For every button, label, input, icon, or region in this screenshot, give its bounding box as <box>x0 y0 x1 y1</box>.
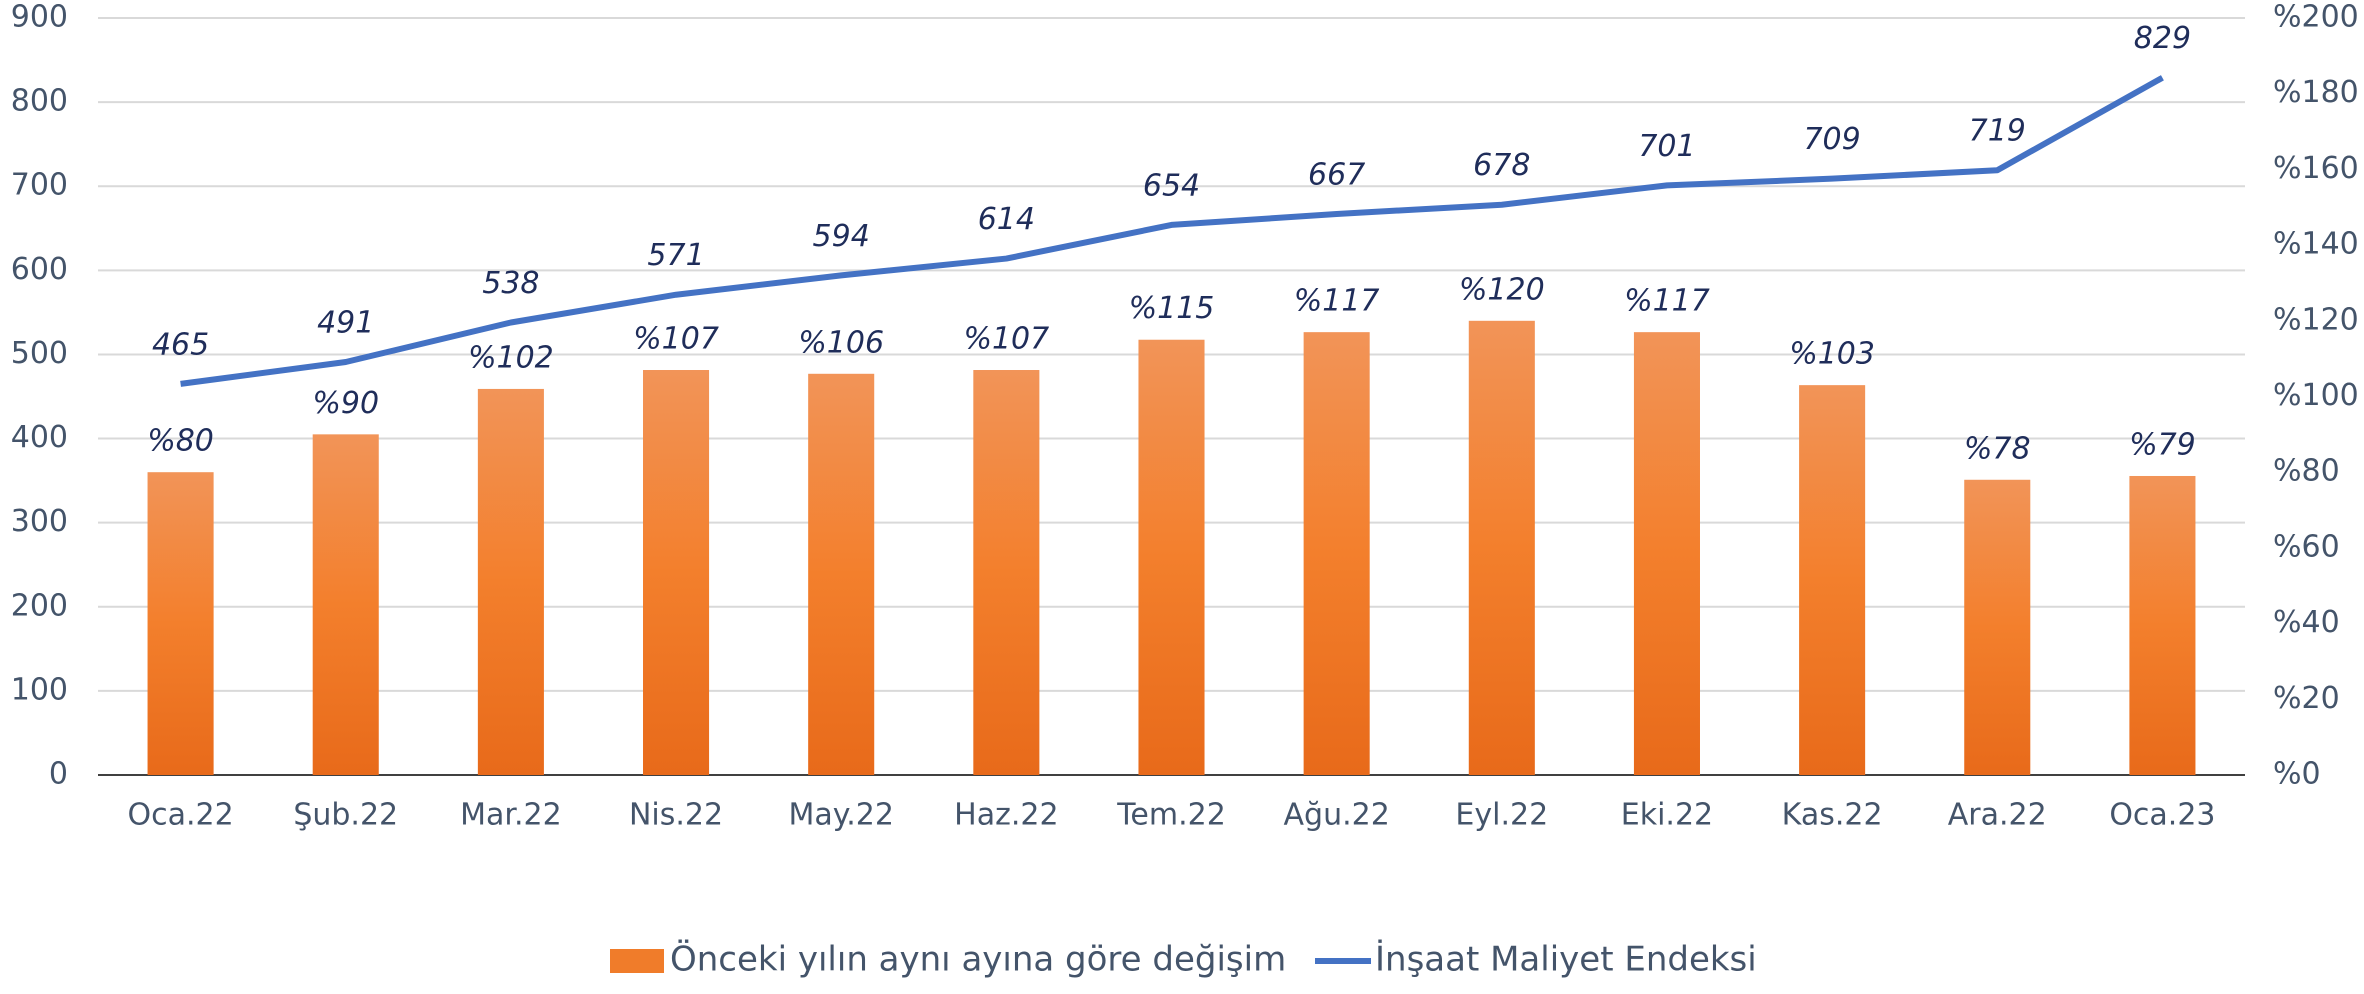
x-tick-label: Kas.22 <box>1782 798 1883 833</box>
y-tick-label: 700 <box>11 168 68 203</box>
bar <box>1633 332 1700 775</box>
bar <box>1138 339 1205 775</box>
y-tick-label: 400 <box>11 420 68 455</box>
data-label: 709 <box>1803 122 1860 157</box>
data-label: 678 <box>1473 148 1530 183</box>
data-label: 654 <box>1143 168 1200 203</box>
y-tick-label: 600 <box>11 252 68 287</box>
x-tick-label: Haz.22 <box>954 798 1058 833</box>
y-tick-label: 200 <box>11 588 68 623</box>
data-label: %90 <box>312 386 379 421</box>
y-tick-label: 300 <box>11 504 68 539</box>
data-label: %79 <box>2129 427 2196 462</box>
bar <box>477 388 544 775</box>
y-tick-label: 800 <box>11 84 68 119</box>
data-label: 719 <box>1969 114 2026 149</box>
x-tick-label: Oca.22 <box>127 798 233 833</box>
data-label: 701 <box>1638 129 1695 164</box>
y2-tick-label: %140 <box>2273 227 2359 262</box>
bar <box>1799 385 1866 775</box>
x-tick-label: Ağu.22 <box>1284 798 1390 833</box>
y2-tick-label: %100 <box>2273 378 2359 413</box>
y-tick-label: 900 <box>11 0 68 35</box>
data-label: 571 <box>647 238 704 273</box>
data-label: 594 <box>813 219 870 254</box>
data-label: %78 <box>1964 431 2031 466</box>
x-tick-label: Oca.23 <box>2109 798 2215 833</box>
x-tick-label: Tem.22 <box>1116 798 1226 833</box>
data-label: %106 <box>798 325 884 360</box>
data-label: %107 <box>963 322 1049 357</box>
data-label: 538 <box>482 266 539 301</box>
y2-tick-label: %200 <box>2273 0 2359 35</box>
y2-tick-label: %0 <box>2273 757 2321 792</box>
y2-tick-label: %40 <box>2273 605 2340 640</box>
legend-label: İnşaat Maliyet Endeksi <box>1375 940 1757 980</box>
data-label: %102 <box>468 340 554 375</box>
x-tick-label: Nis.22 <box>629 798 723 833</box>
legend-label: Önceki yılın aynı ayına göre değişim <box>670 939 1286 980</box>
y2-tick-label: %120 <box>2273 302 2359 337</box>
x-tick-label: Ara.22 <box>1948 798 2047 833</box>
x-tick-label: Şub.22 <box>293 798 398 833</box>
bar <box>1468 320 1535 775</box>
data-label: %103 <box>1789 337 1875 372</box>
bar <box>1303 332 1370 775</box>
x-tick-label: May.22 <box>788 798 893 833</box>
y2-tick-label: %60 <box>2273 529 2340 564</box>
legend-swatch <box>610 949 664 973</box>
y-tick-label: 0 <box>49 757 68 792</box>
bar <box>1964 479 2031 775</box>
bar <box>973 370 1040 775</box>
bar <box>2129 475 2196 775</box>
y2-tick-label: %20 <box>2273 681 2340 716</box>
data-label: %117 <box>1294 284 1380 319</box>
bar <box>147 472 214 775</box>
y2-tick-label: %180 <box>2273 75 2359 110</box>
y2-tick-label: %160 <box>2273 151 2359 186</box>
bar <box>312 434 379 775</box>
data-label: %117 <box>1624 284 1710 319</box>
x-tick-label: Eki.22 <box>1621 798 1713 833</box>
y2-tick-label: %80 <box>2273 454 2340 489</box>
data-label: %115 <box>1129 291 1215 326</box>
bar <box>808 373 875 775</box>
data-label: 829 <box>2134 21 2191 56</box>
bar <box>643 370 710 775</box>
data-label: 465 <box>152 327 209 362</box>
data-label: 667 <box>1308 157 1365 192</box>
data-label: %80 <box>147 424 214 459</box>
data-label: 614 <box>978 202 1035 237</box>
y-tick-label: 500 <box>11 336 68 371</box>
x-tick-label: Eyl.22 <box>1455 798 1548 833</box>
data-label: %107 <box>633 322 719 357</box>
x-tick-label: Mar.22 <box>460 798 562 833</box>
y-tick-label: 100 <box>11 672 68 707</box>
data-label: %120 <box>1459 272 1545 307</box>
line <box>180 75 2164 387</box>
data-label: 491 <box>317 306 374 341</box>
